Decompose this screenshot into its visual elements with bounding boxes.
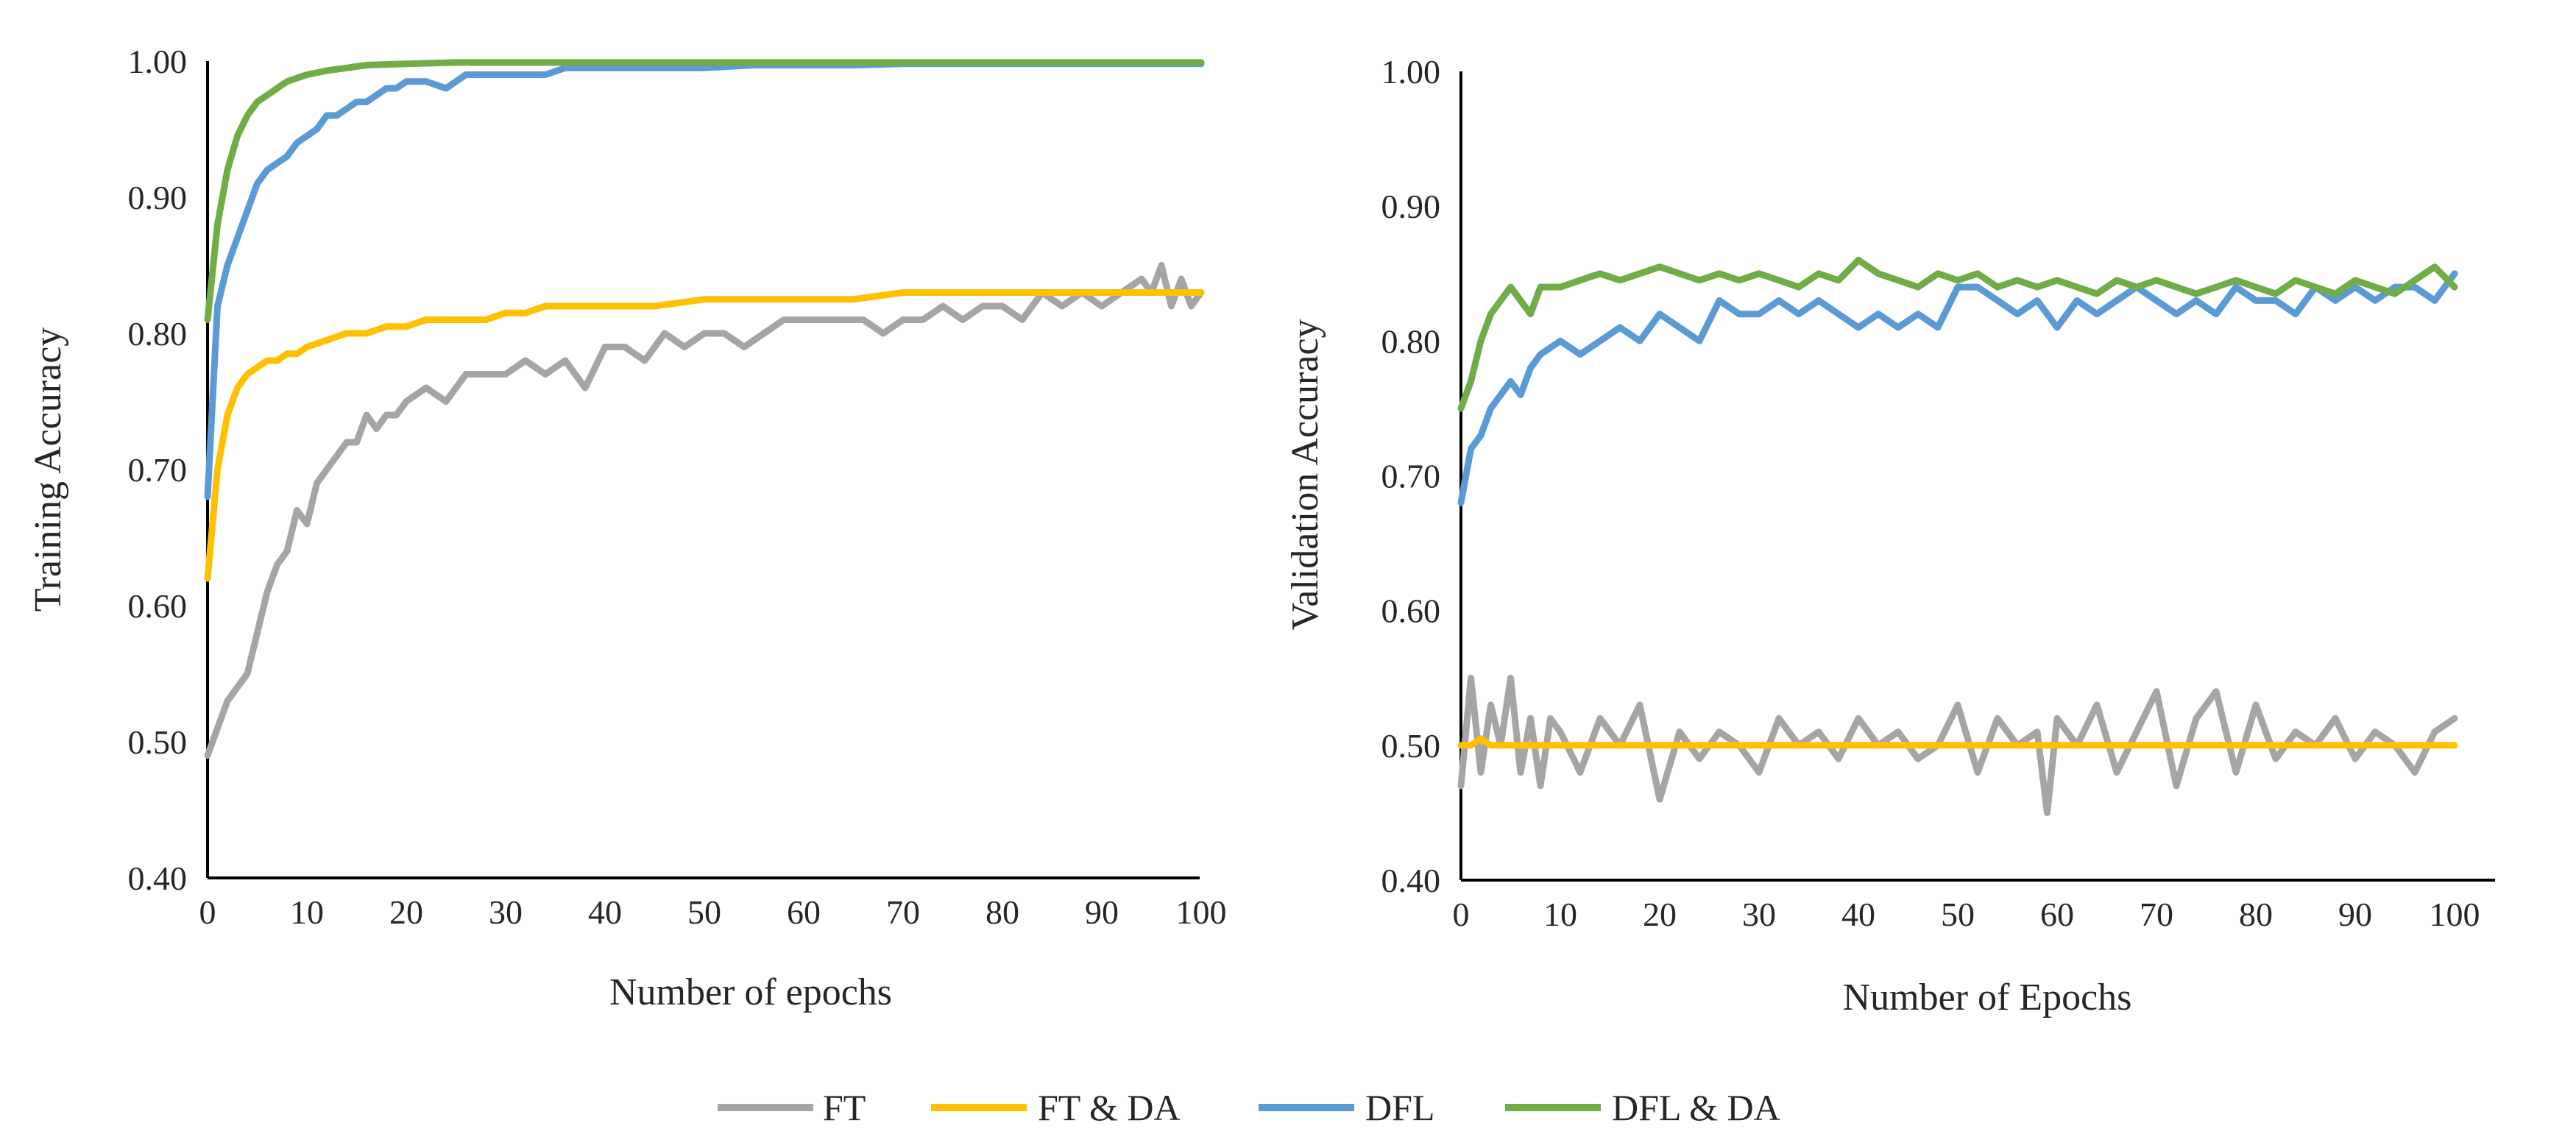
x-tick-label: 60 — [787, 893, 821, 931]
y-axis-title: Training Accuracy — [27, 327, 69, 612]
x-axis-title: Number of epochs — [609, 971, 892, 1013]
y-tick-labels: 0.40 0.50 0.60 0.70 0.80 0.90 1.00 — [128, 43, 188, 897]
x-tick-label: 40 — [1841, 896, 1875, 933]
legend: FT FT & DA DFL DFL & DA — [718, 1087, 1780, 1128]
series-line-ft-da — [1457, 735, 2458, 749]
legend-label-ft: FT — [823, 1087, 866, 1128]
series-line-ft — [204, 262, 1205, 759]
x-tick-label: 0 — [199, 893, 216, 931]
legend-label-dfl-da: DFL & DA — [1612, 1087, 1780, 1128]
y-tick-label: 0.70 — [128, 451, 188, 489]
x-tick-label: 50 — [1941, 896, 1975, 933]
y-tick-label: 0.90 — [128, 179, 188, 216]
series-line-ft — [1457, 674, 2458, 816]
y-axis-title: Validation Accuracy — [1284, 319, 1326, 630]
series-line-dfl-da — [204, 59, 1205, 323]
legend-label-ft-da: FT & DA — [1038, 1087, 1181, 1128]
x-tick-label: 70 — [2140, 896, 2173, 933]
x-tick-label: 80 — [986, 893, 1019, 931]
x-tick-label: 90 — [1085, 893, 1119, 931]
training-accuracy-chart: 0.40 0.50 0.60 0.70 0.80 0.90 1.00 0 10 20 30 40 50… — [27, 43, 1227, 1013]
series-line-dfl-da — [1457, 256, 2458, 412]
x-tick-label: 20 — [389, 893, 423, 931]
x-tick-labels: 0 10 20 30 40 50 60 70 80 90 100 — [199, 893, 1227, 931]
y-tick-label: 0.70 — [1381, 458, 1441, 495]
x-tick-label: 10 — [1543, 896, 1577, 933]
y-tick-labels: 0.40 0.50 0.60 0.70 0.80 0.90 1.00 — [1381, 53, 1441, 899]
x-tick-label: 80 — [2239, 896, 2273, 933]
y-tick-label: 0.60 — [128, 587, 188, 625]
y-tick-label: 0.40 — [1381, 862, 1441, 899]
y-tick-label: 1.00 — [128, 43, 188, 80]
x-tick-label: 40 — [588, 893, 622, 931]
x-tick-label: 30 — [489, 893, 523, 931]
series-line-dfl — [1457, 270, 2458, 506]
x-tick-label: 10 — [290, 893, 324, 931]
series-line-ft-da — [204, 289, 1205, 582]
x-tick-label: 20 — [1643, 896, 1677, 933]
series-line-dfl — [204, 60, 1205, 500]
x-tick-label: 70 — [886, 893, 920, 931]
x-tick-labels: 0 10 20 30 40 50 60 70 80 90 100 — [1453, 896, 2480, 933]
x-tick-label: 50 — [687, 893, 721, 931]
x-tick-label: 90 — [2338, 896, 2372, 933]
y-tick-label: 0.50 — [1381, 727, 1441, 765]
x-axis-title: Number of Epochs — [1843, 977, 2132, 1018]
series-lines — [204, 59, 1205, 759]
y-tick-label: 0.90 — [1381, 188, 1441, 225]
series-lines — [1457, 256, 2458, 816]
legend-label-dfl: DFL — [1365, 1087, 1434, 1128]
x-tick-label: 100 — [2430, 896, 2480, 933]
y-tick-label: 0.80 — [128, 315, 188, 352]
x-tick-label: 60 — [2040, 896, 2074, 933]
y-tick-label: 0.40 — [128, 860, 188, 897]
x-tick-label: 30 — [1742, 896, 1776, 933]
y-tick-label: 0.50 — [128, 723, 188, 761]
x-tick-label: 0 — [1453, 896, 1470, 933]
y-tick-label: 0.80 — [1381, 322, 1441, 360]
y-tick-label: 1.00 — [1381, 53, 1441, 91]
x-tick-label: 100 — [1176, 893, 1227, 931]
y-tick-label: 0.60 — [1381, 592, 1441, 630]
validation-accuracy-chart: 0.40 0.50 0.60 0.70 0.80 0.90 1.00 0 10 20 30 40 50… — [1284, 53, 2495, 1018]
